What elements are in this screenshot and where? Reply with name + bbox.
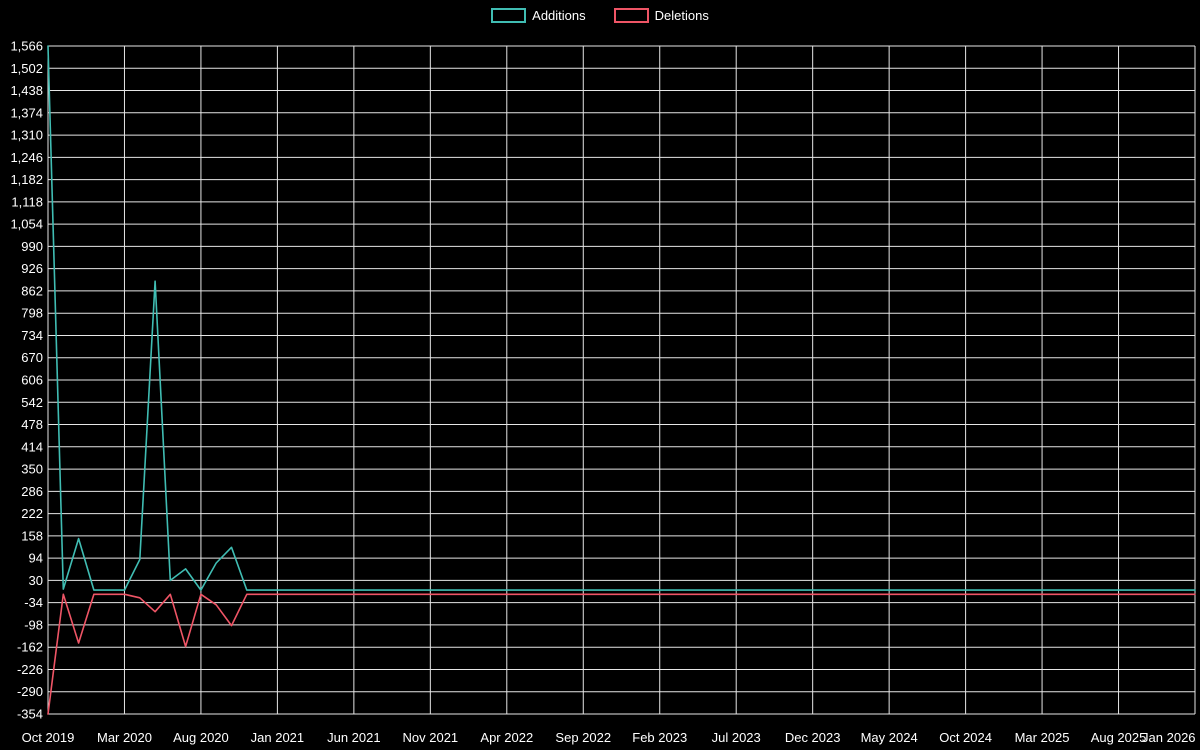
y-axis-tick-label: 478 bbox=[21, 417, 43, 432]
x-axis-tick-label: Aug 2020 bbox=[173, 730, 229, 745]
deletions-swatch-icon bbox=[613, 8, 649, 23]
additions-swatch-icon bbox=[491, 8, 527, 23]
y-axis-tick-label: 606 bbox=[21, 373, 43, 388]
y-axis-tick-label: 286 bbox=[21, 484, 43, 499]
y-axis-tick-label: 1,502 bbox=[10, 61, 43, 76]
x-axis-tick-label: Apr 2022 bbox=[480, 730, 533, 745]
y-axis-tick-label: 1,310 bbox=[10, 128, 43, 143]
y-axis-tick-label: 734 bbox=[21, 328, 43, 343]
x-axis-tick-label: May 2024 bbox=[861, 730, 918, 745]
y-axis-tick-label: 990 bbox=[21, 239, 43, 254]
y-axis-tick-label: 862 bbox=[21, 283, 43, 298]
legend-item-additions[interactable]: Additions bbox=[491, 8, 586, 23]
y-axis-tick-label: -290 bbox=[17, 684, 43, 699]
y-axis-tick-label: -354 bbox=[17, 707, 43, 722]
legend-label-deletions: Deletions bbox=[654, 8, 709, 23]
series-line-additions bbox=[47, 45, 1196, 591]
y-axis-tick-label: 1,566 bbox=[10, 39, 43, 54]
y-axis-tick-label: 1,118 bbox=[11, 194, 43, 209]
x-axis-tick-label: Jun 2021 bbox=[327, 730, 381, 745]
x-axis-tick-label: Sep 2022 bbox=[555, 730, 611, 745]
x-axis-tick-label: Jan 2026 bbox=[1142, 730, 1196, 745]
x-axis-tick-label: Nov 2021 bbox=[403, 730, 459, 745]
y-axis-tick-label: 798 bbox=[21, 306, 43, 321]
y-axis-tick-label: 30 bbox=[29, 573, 43, 588]
y-axis-tick-label: 1,438 bbox=[10, 83, 43, 98]
y-axis-tick-label: 1,054 bbox=[10, 217, 43, 232]
x-axis-tick-label: Dec 2023 bbox=[785, 730, 841, 745]
y-axis-tick-label: 1,246 bbox=[10, 150, 43, 165]
x-axis-tick-label: Jul 2023 bbox=[712, 730, 761, 745]
y-axis-tick-label: 1,374 bbox=[10, 105, 43, 120]
x-axis-tick-label: Feb 2023 bbox=[632, 730, 687, 745]
y-axis-tick-label: -34 bbox=[24, 595, 43, 610]
legend-label-additions: Additions bbox=[532, 8, 586, 23]
x-axis-tick-label: Mar 2020 bbox=[97, 730, 152, 745]
x-axis-tick-label: Jan 2021 bbox=[251, 730, 305, 745]
series-line-deletions bbox=[47, 593, 1196, 715]
y-axis-tick-label: 670 bbox=[21, 350, 43, 365]
x-axis-tick-label: Oct 2024 bbox=[939, 730, 992, 745]
y-axis-tick-label: 222 bbox=[21, 506, 43, 521]
x-axis-tick-label: Mar 2025 bbox=[1015, 730, 1070, 745]
y-axis-tick-label: 94 bbox=[29, 551, 43, 566]
y-axis-tick-label: -226 bbox=[17, 662, 43, 677]
legend-item-deletions[interactable]: Deletions bbox=[613, 8, 709, 23]
chart-legend: Additions Deletions bbox=[0, 8, 1200, 23]
y-axis-tick-label: 414 bbox=[21, 439, 43, 454]
y-axis-tick-label: -162 bbox=[17, 640, 43, 655]
y-axis-tick-label: -98 bbox=[24, 617, 43, 632]
y-axis-tick-label: 350 bbox=[21, 462, 43, 477]
y-axis-tick-label: 926 bbox=[21, 261, 43, 276]
y-axis-tick-label: 1,182 bbox=[10, 172, 43, 187]
y-axis-tick-label: 542 bbox=[21, 395, 43, 410]
y-axis-tick-label: 158 bbox=[21, 528, 43, 543]
x-axis-tick-label: Oct 2019 bbox=[22, 730, 75, 745]
x-axis-tick-label: Aug 2025 bbox=[1091, 730, 1147, 745]
